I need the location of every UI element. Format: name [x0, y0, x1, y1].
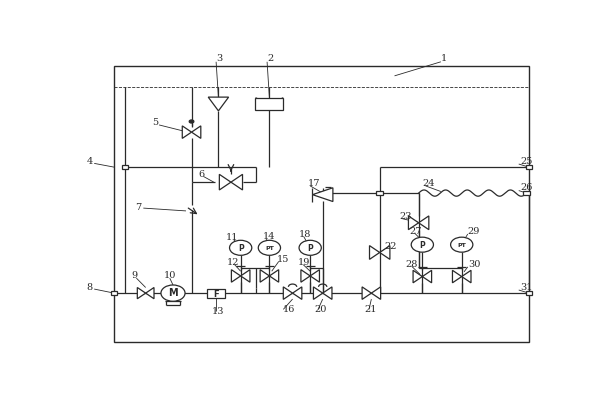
Text: 15: 15 [276, 254, 289, 263]
Polygon shape [462, 271, 471, 283]
Polygon shape [138, 288, 146, 299]
Text: 3: 3 [216, 54, 222, 63]
Polygon shape [380, 246, 390, 260]
Text: 24: 24 [422, 179, 435, 188]
Text: 21: 21 [364, 304, 377, 313]
Text: 14: 14 [263, 232, 275, 241]
Text: 28: 28 [405, 259, 417, 268]
Polygon shape [413, 271, 422, 283]
Text: P: P [307, 244, 313, 253]
Polygon shape [240, 270, 250, 283]
Text: P: P [419, 241, 425, 249]
Polygon shape [313, 287, 323, 300]
Text: 11: 11 [226, 232, 239, 241]
Circle shape [189, 121, 194, 124]
Polygon shape [453, 271, 462, 283]
Polygon shape [419, 216, 429, 230]
Circle shape [299, 241, 321, 256]
Polygon shape [313, 188, 333, 202]
Polygon shape [301, 270, 310, 283]
Text: 6: 6 [199, 169, 205, 179]
Circle shape [451, 238, 473, 253]
Bar [377, 192, 383, 196]
Text: 12: 12 [227, 258, 239, 266]
Bar [523, 192, 530, 196]
Text: F: F [213, 289, 219, 298]
Text: 29: 29 [468, 226, 480, 235]
Text: 22: 22 [385, 241, 397, 250]
Bar [526, 166, 532, 170]
Bar [121, 166, 128, 170]
Polygon shape [362, 287, 371, 300]
Circle shape [258, 241, 280, 256]
Polygon shape [371, 287, 381, 300]
Text: PT: PT [457, 243, 466, 247]
Text: P: P [238, 244, 243, 253]
Polygon shape [191, 126, 201, 139]
Text: 4: 4 [86, 157, 93, 166]
Text: M: M [168, 287, 178, 297]
Polygon shape [370, 246, 380, 260]
Text: 19: 19 [298, 258, 310, 266]
Bar [526, 291, 532, 296]
Polygon shape [208, 98, 228, 112]
Circle shape [411, 238, 434, 253]
Polygon shape [231, 270, 240, 283]
Bar [114, 67, 529, 342]
Polygon shape [182, 126, 191, 139]
Text: 5: 5 [152, 118, 158, 127]
Circle shape [230, 241, 252, 256]
Text: 31: 31 [521, 282, 533, 291]
Text: 2: 2 [267, 54, 273, 63]
Text: 18: 18 [298, 229, 311, 238]
Bar [255, 98, 283, 111]
Polygon shape [146, 288, 154, 299]
Polygon shape [310, 270, 319, 283]
Polygon shape [422, 271, 432, 283]
Circle shape [161, 285, 185, 301]
Text: 9: 9 [132, 271, 138, 280]
Polygon shape [219, 175, 231, 190]
Text: 7: 7 [135, 202, 141, 211]
Text: 16: 16 [282, 304, 295, 313]
Text: PT: PT [265, 246, 274, 251]
Bar [208, 289, 225, 298]
Text: 8: 8 [86, 282, 93, 291]
Polygon shape [292, 287, 302, 300]
Text: 13: 13 [212, 307, 224, 315]
Text: 25: 25 [521, 156, 533, 165]
Polygon shape [408, 216, 419, 230]
Polygon shape [283, 287, 292, 300]
Text: 10: 10 [164, 271, 176, 280]
Text: 30: 30 [468, 259, 480, 268]
Text: 17: 17 [307, 179, 320, 188]
Polygon shape [323, 287, 332, 300]
Text: 26: 26 [521, 183, 533, 192]
Text: 1: 1 [441, 54, 447, 63]
Polygon shape [260, 270, 269, 283]
Text: 27: 27 [410, 226, 422, 235]
Text: 23: 23 [399, 211, 411, 221]
Polygon shape [231, 175, 243, 190]
Polygon shape [269, 270, 279, 283]
Bar [111, 291, 117, 296]
Text: 20: 20 [315, 304, 327, 313]
